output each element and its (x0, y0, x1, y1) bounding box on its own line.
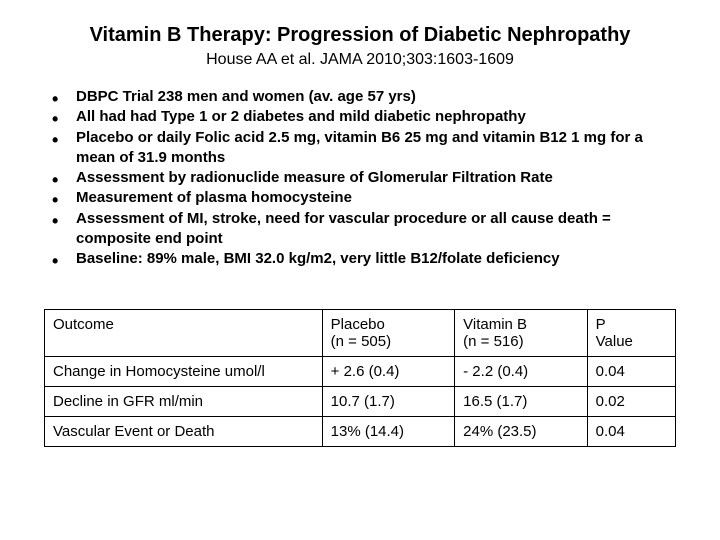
table-row: Vascular Event or Death 13% (14.4) 24% (… (45, 417, 676, 447)
list-item: Measurement of plasma homocysteine (48, 188, 676, 208)
table-row: Decline in GFR ml/min 10.7 (1.7) 16.5 (1… (45, 387, 676, 417)
cell-placebo: 10.7 (1.7) (322, 387, 455, 417)
cell-outcome: Change in Homocysteine umol/l (45, 357, 323, 387)
header-vitb-l1: Vitamin B (463, 316, 527, 333)
header-vitb-l2: (n = 516) (463, 333, 523, 350)
cell-vitb: 24% (23.5) (455, 417, 588, 447)
cell-vitb: 16.5 (1.7) (455, 387, 588, 417)
list-item: DBPC Trial 238 men and women (av. age 57… (48, 87, 676, 107)
cell-placebo: + 2.6 (0.4) (322, 357, 455, 387)
cell-pvalue: 0.02 (587, 387, 675, 417)
header-pvalue: P Value (587, 310, 675, 357)
outcomes-table: Outcome Placebo (n = 505) Vitamin B (n =… (44, 309, 676, 447)
slide-subtitle: House AA et al. JAMA 2010;303:1603-1609 (44, 51, 676, 69)
header-outcome: Outcome (45, 310, 323, 357)
list-item: All had had Type 1 or 2 diabetes and mil… (48, 107, 676, 127)
cell-placebo: 13% (14.4) (322, 417, 455, 447)
cell-pvalue: 0.04 (587, 357, 675, 387)
header-p-l1: P (596, 316, 606, 333)
cell-outcome: Vascular Event or Death (45, 417, 323, 447)
header-placebo-l1: Placebo (331, 316, 385, 333)
cell-vitb: - 2.2 (0.4) (455, 357, 588, 387)
cell-outcome: Decline in GFR ml/min (45, 387, 323, 417)
table-row: Change in Homocysteine umol/l + 2.6 (0.4… (45, 357, 676, 387)
header-placebo: Placebo (n = 505) (322, 310, 455, 357)
header-vitb: Vitamin B (n = 516) (455, 310, 588, 357)
cell-pvalue: 0.04 (587, 417, 675, 447)
header-p-l2: Value (596, 333, 633, 350)
list-item: Assessment of MI, stroke, need for vascu… (48, 209, 676, 250)
slide-title: Vitamin B Therapy: Progression of Diabet… (44, 24, 676, 47)
list-item: Assessment by radionuclide measure of Gl… (48, 168, 676, 188)
bullet-list: DBPC Trial 238 men and women (av. age 57… (44, 87, 676, 269)
list-item: Placebo or daily Folic acid 2.5 mg, vita… (48, 128, 676, 169)
table-header-row: Outcome Placebo (n = 505) Vitamin B (n =… (45, 310, 676, 357)
header-placebo-l2: (n = 505) (331, 333, 391, 350)
list-item: Baseline: 89% male, BMI 32.0 kg/m2, very… (48, 249, 676, 269)
